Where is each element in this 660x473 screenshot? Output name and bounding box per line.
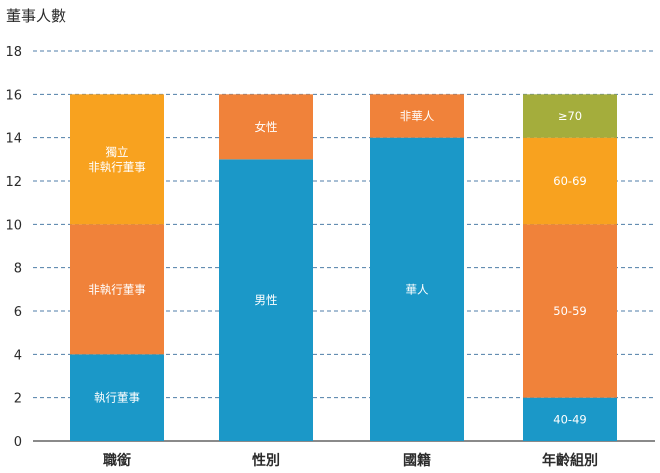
y-tick-label: 4 [14, 348, 22, 363]
segment-label: 執行董事 [94, 391, 140, 405]
segment-label: 非執行董事 [88, 282, 146, 296]
segment-label: 男性 [255, 293, 278, 307]
y-axis-ticks: 0 2 4 6 8 10 12 14 16 18 [5, 45, 22, 450]
bar-segment [523, 137, 617, 225]
bar-segment [523, 397, 617, 441]
bar-stack: 40-49 50-59 60-69 ≥70 [523, 94, 617, 441]
y-tick-label: 12 [5, 175, 22, 190]
bar-segment [70, 354, 164, 441]
y-tick-label: 16 [5, 88, 22, 103]
bar-segment [219, 159, 313, 442]
bar-segment [523, 94, 617, 138]
bar-segment [523, 224, 617, 398]
segment-label: 60-69 [553, 174, 586, 188]
y-axis-title: 董事人數 [6, 7, 66, 25]
x-tick-label: 國籍 [403, 452, 431, 469]
segment-label: 50-59 [553, 304, 586, 318]
bar-segment [70, 224, 164, 355]
y-tick-label: 10 [5, 218, 22, 233]
y-tick-label: 18 [5, 45, 22, 60]
x-tick-label: 性別 [252, 452, 280, 469]
segment-label: 40-49 [553, 412, 586, 426]
segment-label: 獨立非執行董事 [88, 145, 146, 174]
x-axis-ticks: 職銜 性別 國籍 年齡組別 [103, 452, 598, 469]
y-tick-label: 0 [14, 435, 22, 450]
y-tick-label: 6 [14, 305, 22, 320]
x-tick-label: 職銜 [103, 452, 131, 469]
y-tick-label: 2 [14, 392, 22, 407]
segment-label: ≥70 [558, 109, 582, 123]
y-tick-label: 8 [14, 262, 22, 277]
segment-label: 女性 [255, 120, 278, 134]
bar-stack: 執行董事 非執行董事 獨立非執行董事 [70, 94, 164, 441]
bar-segment [370, 137, 464, 441]
y-tick-label: 14 [5, 132, 22, 147]
bar-segment [70, 94, 164, 225]
segment-label: 非華人 [400, 109, 435, 123]
x-tick-label: 年齡組別 [542, 452, 598, 469]
bar-segment [370, 94, 464, 138]
segment-label: 華人 [406, 282, 429, 296]
bar-segment [219, 94, 313, 160]
